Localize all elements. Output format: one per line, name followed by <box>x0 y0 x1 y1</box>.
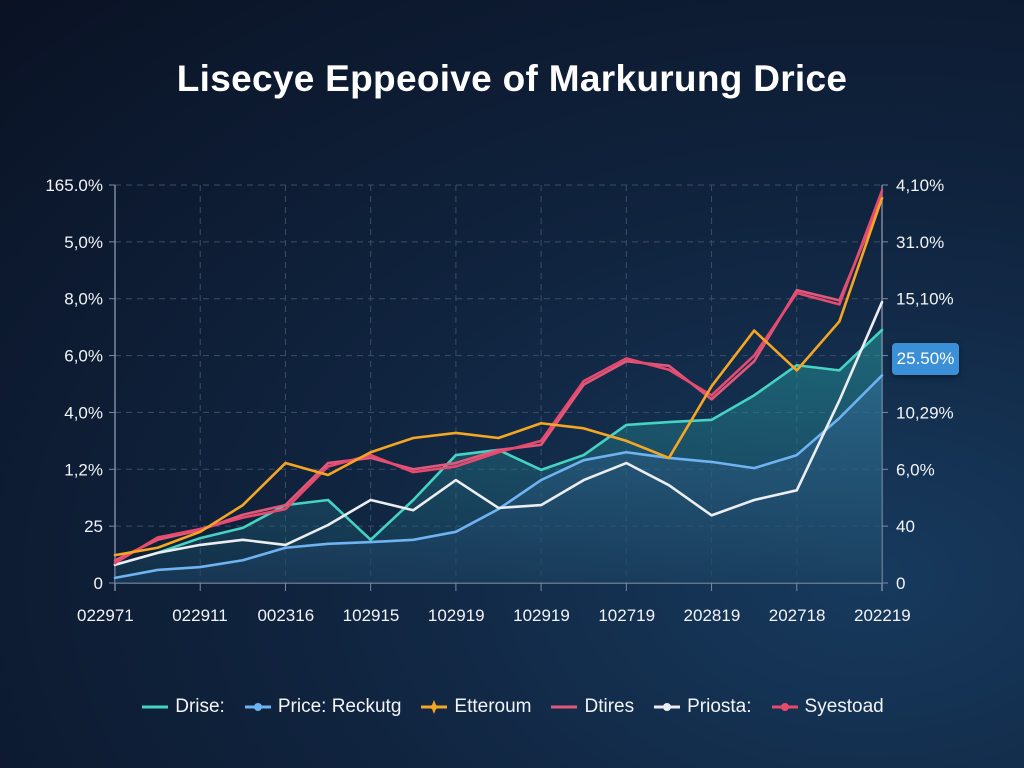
legend-item[interactable]: Etteroum <box>419 696 531 718</box>
y-right-tick-label: 4,10% <box>896 176 944 195</box>
y-right-tick-label: 6,0% <box>896 460 935 479</box>
x-tick-label: 102719 <box>598 606 655 625</box>
series-line-4 <box>113 300 884 567</box>
x-tick-label: 102919 <box>513 606 570 625</box>
series-line-5 <box>113 189 884 565</box>
legend-item[interactable]: Syestoad <box>770 696 884 718</box>
series-area-1 <box>115 375 882 583</box>
legend-item[interactable]: Drise: <box>140 696 225 718</box>
series-line-2 <box>113 196 884 557</box>
legend-marker-icon <box>551 705 578 709</box>
chart-title: Lisecye Eppeoive of Markurung Drice <box>176 58 848 99</box>
x-tick-label: 002316 <box>257 606 314 625</box>
y-right-tick-label: 0 <box>896 574 905 593</box>
legend-label: Syestoad <box>804 696 884 717</box>
legend-label: Drise: <box>175 696 225 717</box>
x-tick-label: 022971 <box>77 606 134 625</box>
y-left-tick-label: 1,2% <box>64 460 103 479</box>
legend-item[interactable]: Price: Reckutg <box>243 696 402 718</box>
y-left-tick-label: 25 <box>84 517 103 536</box>
x-tick-label: 022911 <box>172 606 227 625</box>
y-left-tick-label: 8,0% <box>64 290 103 309</box>
legend-label: Price: Reckutg <box>277 696 402 717</box>
series-line-3 <box>113 196 884 562</box>
legend-marker-icon <box>654 703 681 711</box>
y-right-tick-label: 40 <box>896 517 915 536</box>
legend: Drise: Price: Reckutg Etteroum Dtires Priost… <box>0 696 1024 718</box>
x-tick-label: 102919 <box>428 606 485 625</box>
legend-marker-icon <box>421 700 448 714</box>
highlight-value-badge: 25.50% <box>892 343 959 375</box>
y-right-tick-label: 31.0% <box>896 233 944 252</box>
y-left-tick-label: 165.0% <box>45 176 103 195</box>
x-tick-label: 202819 <box>684 606 741 625</box>
legend-item[interactable]: Dtires <box>549 696 634 718</box>
legend-label: Priosta: <box>687 696 752 717</box>
legend-label: Dtires <box>584 696 635 717</box>
legend-marker-icon <box>771 703 798 711</box>
legend-label: Etteroum <box>454 696 532 717</box>
x-tick-label: 202718 <box>769 606 826 625</box>
y-right-tick-label: 10,29% <box>896 403 954 422</box>
y-left-tick-label: 5,0% <box>64 233 103 252</box>
legend-marker-icon <box>244 703 271 711</box>
x-tick-label: 202219 <box>854 606 911 625</box>
y-left-tick-label: 0 <box>94 574 103 593</box>
y-right-tick-label: 15,10% <box>896 290 954 309</box>
y-left-tick-label: 6,0% <box>64 347 103 366</box>
y-left-tick-label: 4,0% <box>64 403 103 422</box>
legend-marker-icon <box>142 705 169 709</box>
x-tick-label: 102915 <box>343 606 400 625</box>
legend-item[interactable]: Priosta: <box>652 696 752 718</box>
